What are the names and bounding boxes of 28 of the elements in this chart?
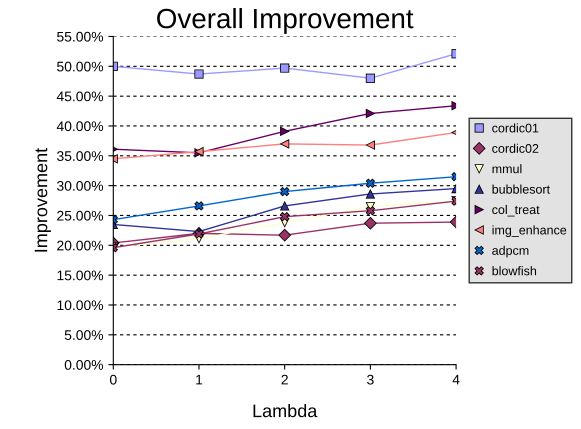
x-tick-label: 4: [452, 374, 460, 384]
y-tick-label: 35.00%: [57, 151, 104, 161]
legend-label: adpcm: [492, 246, 528, 258]
y-tick-label: 40.00%: [56, 121, 104, 132]
x-tick-label: 0: [110, 374, 117, 385]
legend-label: col_treat: [492, 204, 540, 216]
legend-label: cordic01: [492, 123, 538, 133]
x-tick-label: 1: [196, 374, 202, 384]
y-tick-label: 10.00%: [58, 300, 104, 310]
legend-label: mmul: [492, 164, 522, 174]
y-tick-label: 20.00%: [57, 240, 104, 250]
legend-label: img_enhance: [492, 225, 566, 237]
y-tick-label: 45.00%: [56, 91, 104, 102]
x-axis-title: Lambda: [254, 404, 318, 418]
y-axis-title: Improvement: [34, 148, 51, 252]
y-tick-label: 50.00%: [57, 62, 104, 72]
x-tick-label: 2: [282, 374, 288, 384]
chart-title: Overall Improvement: [157, 8, 414, 34]
y-tick-label: 55.00%: [57, 32, 104, 42]
legend-label: cordic02: [492, 144, 538, 153]
y-tick-label: 5.00%: [64, 330, 104, 340]
legend-label: bubblesort: [492, 184, 550, 194]
x-tick-label: 3: [367, 374, 374, 385]
y-tick-label: 15.00%: [58, 270, 104, 280]
y-tick-label: 30.00%: [57, 180, 104, 191]
y-tick-label: 0.00%: [64, 360, 104, 370]
legend-label: blowfish: [492, 266, 536, 276]
y-tick-label: 25.00%: [57, 210, 104, 221]
